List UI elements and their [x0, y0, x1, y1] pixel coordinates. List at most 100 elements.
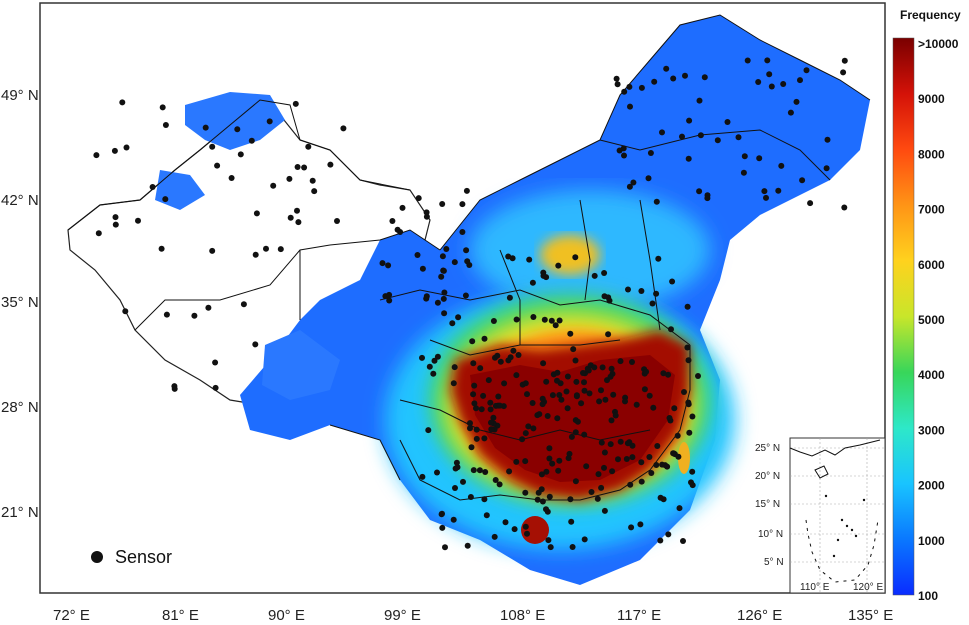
sensor-dot [615, 456, 621, 463]
sensor-dot [563, 388, 570, 395]
colorbar-tick-label: 7000 [918, 203, 945, 217]
sensor-dot [294, 164, 301, 170]
sensor-dot [594, 495, 601, 502]
sensor-dot [599, 364, 606, 371]
sensor-dot [761, 188, 768, 195]
lat-label: 21° N [1, 504, 39, 521]
sensor-dot [438, 273, 445, 280]
sensor-dot [684, 303, 691, 310]
colorbar-tick-label: 5000 [918, 313, 945, 327]
sensor-dot [543, 506, 549, 513]
lon-label: 108° E [500, 607, 545, 624]
sensor-dot [665, 531, 672, 538]
sensor-dot [301, 164, 308, 171]
sensor-dot [598, 387, 604, 394]
sensor-dot [628, 524, 635, 531]
sensor-dot [764, 57, 771, 64]
sensor-dot [572, 478, 579, 485]
sensor-dot [665, 371, 672, 378]
sensor-dot [476, 467, 483, 474]
sensor-dot [793, 98, 800, 105]
sensor-legend-label: Sensor [115, 547, 172, 567]
sensor-dot [536, 411, 543, 418]
sensor-dot [605, 331, 612, 338]
sensor-dot [439, 524, 446, 531]
sensor-dot [212, 359, 219, 366]
sensor-dot [548, 317, 555, 324]
sensor-dot [645, 175, 652, 182]
sensor-dot [555, 262, 562, 269]
sensor-dot [695, 373, 701, 379]
sensor-dot [95, 230, 102, 237]
sensor-dot [122, 308, 129, 315]
sensor-dot [248, 137, 255, 144]
sensor-dot [570, 346, 577, 353]
sensor-dot [608, 417, 615, 424]
sensor-dot [568, 433, 575, 440]
sensor-dot [823, 165, 830, 172]
sensor-dot [670, 450, 677, 457]
sensor-dot [601, 270, 608, 276]
heatmap-layer [67, 14, 871, 585]
sensor-dot [682, 72, 688, 79]
sensor-dot [470, 360, 477, 367]
sensor-dot [202, 124, 209, 131]
sensor-dot [755, 79, 762, 85]
lon-label: 81° E [162, 607, 199, 624]
sensor-dot [581, 431, 588, 438]
sensor-dot [565, 455, 572, 462]
sensor-dot [112, 221, 119, 228]
sensor-dot [617, 358, 624, 365]
sensor-dot [524, 530, 530, 537]
sensor-dot [467, 494, 474, 500]
sensor-dot [840, 69, 847, 76]
sensor-dot [545, 537, 552, 544]
sensor-dot [471, 400, 478, 407]
colorbar-tick-label: 6000 [918, 258, 945, 272]
sensor-dot [650, 404, 657, 411]
sensor-dot [385, 262, 392, 269]
sensor-dot [653, 462, 660, 468]
sensor-dot [490, 414, 497, 421]
sensor-dot [558, 396, 565, 403]
inset-grid [790, 438, 885, 593]
sensor-dot [572, 254, 579, 261]
sensor-dot [572, 429, 579, 436]
sensor-dot [697, 132, 704, 139]
sensor-dot [205, 304, 212, 311]
sensor-dot [621, 88, 628, 95]
colorbar-tick-label: 9000 [918, 92, 945, 106]
sensor-legend-dot [91, 551, 103, 563]
sensor-dot [496, 481, 503, 488]
sensor-dot [135, 217, 141, 224]
sensor-dot [483, 512, 490, 519]
sensor-dot [586, 390, 593, 397]
sensor-dot [625, 286, 631, 293]
sensor-dot [564, 405, 571, 412]
hainan-core [521, 516, 549, 544]
sensor-dot [608, 365, 615, 372]
sensor-dot [573, 392, 580, 399]
sensor-dot [526, 256, 533, 263]
sensor-dot [501, 380, 508, 387]
sensor-dot [510, 347, 517, 354]
sensor-dot [741, 153, 748, 160]
sensor-dot [481, 335, 488, 342]
sensor-dot [681, 389, 687, 395]
lon-label: 72° E [53, 607, 90, 624]
sensor-dot [637, 521, 644, 528]
sensor-dot [522, 430, 529, 437]
sensor-dot [657, 494, 664, 501]
sensor-dot [609, 468, 616, 475]
sensor-dot [253, 210, 260, 217]
sensor-dot [263, 245, 269, 252]
inset-islands [824, 494, 866, 558]
sensor-dot [653, 290, 660, 297]
lat-label: 49° N [1, 87, 39, 104]
inset-hainan [814, 465, 829, 479]
lon-label: 135° E [848, 607, 893, 624]
sensor-dot [596, 398, 603, 405]
sensor-dot [613, 75, 620, 82]
sensor-dot [529, 400, 536, 406]
sensor-dot [647, 150, 654, 156]
